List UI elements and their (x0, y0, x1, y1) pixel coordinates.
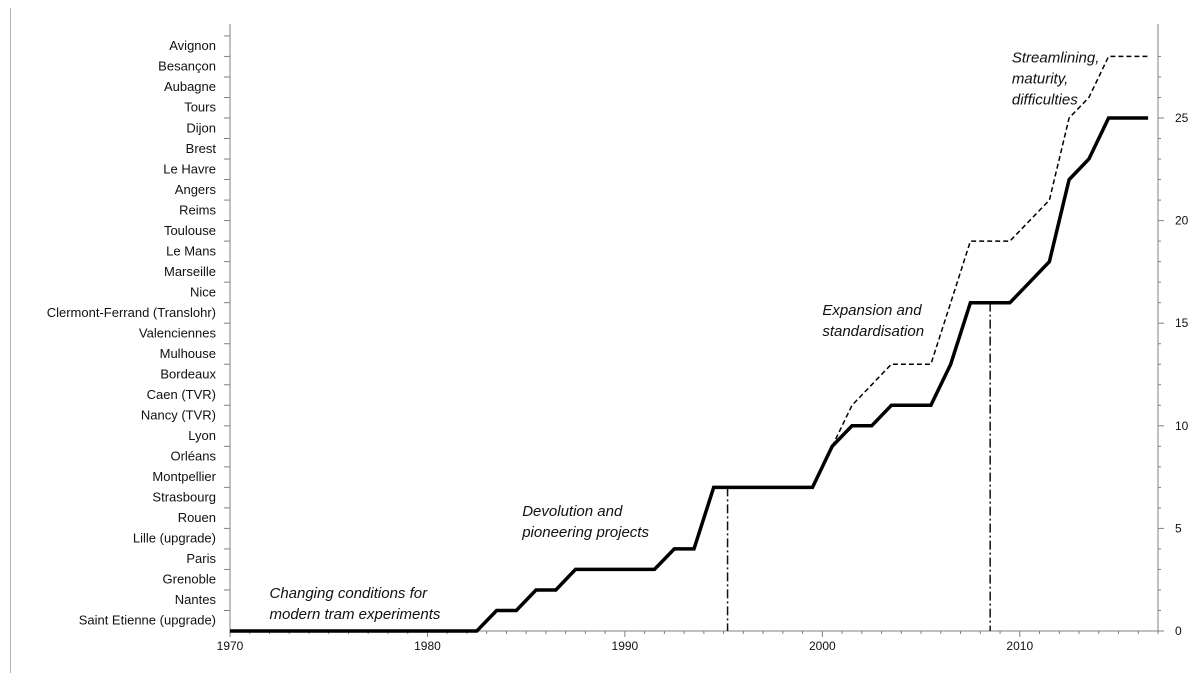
y-tick-label: 10 (1175, 419, 1189, 433)
period-annotation: standardisation (822, 323, 924, 340)
category-label: Nancy (TVR) (141, 408, 216, 423)
category-label: Toulouse (164, 223, 216, 238)
period-annotation: Devolution and (522, 503, 623, 520)
figure-left-border (10, 8, 11, 673)
category-label: Nice (190, 284, 216, 299)
x-tick-label: 2010 (1006, 639, 1033, 653)
category-label: Bordeaux (160, 367, 216, 382)
x-tick-label: 1980 (414, 639, 441, 653)
category-label: Angers (175, 182, 217, 197)
category-label: Marseille (164, 264, 216, 279)
y-tick-label: 15 (1175, 316, 1189, 330)
x-tick-label: 2000 (809, 639, 836, 653)
category-label: Orléans (170, 449, 216, 464)
category-label: Lille (upgrade) (133, 531, 216, 546)
category-label: Le Mans (166, 243, 216, 258)
category-label: Clermont-Ferrand (Translohr) (47, 305, 216, 320)
category-label: Montpellier (152, 469, 216, 484)
category-label: Avignon (169, 38, 216, 53)
period-annotation: maturity, (1012, 71, 1068, 88)
category-label: Aubagne (164, 79, 216, 94)
period-annotation: pioneering projects (521, 524, 649, 541)
period-annotation: modern tram experiments (269, 606, 440, 623)
category-label: Besançon (158, 59, 216, 74)
category-label: Paris (186, 551, 216, 566)
category-label: Tours (184, 100, 216, 115)
category-label: Brest (186, 141, 217, 156)
category-label: Le Havre (163, 161, 216, 176)
y-tick-label: 5 (1175, 521, 1182, 535)
period-annotation: Expansion and (822, 302, 922, 319)
period-annotation: Streamlining, (1012, 50, 1100, 67)
period-annotation: Changing conditions for (269, 585, 428, 602)
y-tick-label: 25 (1175, 111, 1189, 125)
category-label: Grenoble (163, 572, 216, 587)
category-label: Valenciennes (139, 325, 217, 340)
category-label: Caen (TVR) (147, 387, 216, 402)
category-label: Lyon (188, 428, 216, 443)
category-label: Mulhouse (160, 346, 216, 361)
dashed-series-line (831, 55, 1149, 447)
solid-series-line (230, 116, 1149, 633)
y-tick-label: 0 (1175, 624, 1182, 638)
category-label: Reims (179, 202, 216, 217)
y-tick-label: 20 (1175, 214, 1189, 228)
category-label: Rouen (178, 510, 216, 525)
category-label: Strasbourg (152, 490, 216, 505)
category-label: Dijon (186, 120, 216, 135)
category-label: Nantes (175, 592, 217, 607)
category-label: Saint Etienne (upgrade) (79, 613, 216, 628)
x-tick-label: 1970 (217, 639, 244, 653)
x-tick-label: 1990 (612, 639, 639, 653)
period-annotation: difficulties (1012, 92, 1078, 109)
